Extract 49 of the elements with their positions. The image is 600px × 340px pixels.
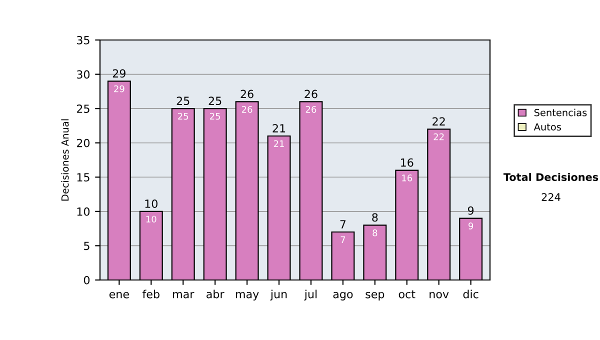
data-label: 25 [178, 112, 188, 120]
legend-label: Autos [534, 123, 561, 131]
total-label: 21 [272, 124, 286, 132]
y-tick-label: 0 [84, 276, 90, 284]
y-tick-label: 15 [77, 173, 90, 182]
y-tick-label: 5 [84, 242, 90, 250]
data-label: 21 [274, 140, 284, 147]
y-axis-title: Decisiones Anual [61, 119, 69, 201]
data-label: 22 [434, 133, 444, 140]
x-tick-label: ene [109, 292, 129, 298]
total-label: 7 [340, 220, 346, 228]
x-tick-label: nov [430, 292, 449, 298]
x-tick-label: may [236, 292, 259, 300]
text: 224 [542, 193, 560, 201]
data-label: 10 [146, 216, 156, 223]
data-label: 8 [372, 229, 378, 236]
y-tick-label: 10 [77, 207, 90, 216]
x-tick-label: feb [142, 290, 160, 298]
x-tick-label: dic [463, 290, 478, 298]
total-label: 25 [208, 96, 222, 106]
legend-label: Sentencias [534, 108, 587, 116]
total-label: 22 [432, 117, 445, 126]
total-label: 26 [240, 90, 254, 98]
data-label: 7 [340, 236, 346, 243]
x-tick-label: oct [398, 290, 416, 298]
x-tick-label: jul [304, 290, 317, 300]
x-tick-label: mar [173, 292, 194, 298]
x-tick-label: sep [366, 292, 384, 300]
total-label: 8 [372, 213, 378, 222]
x-tick-label: ago [333, 292, 353, 300]
total-label: 25 [176, 96, 190, 106]
x-tick-label: abr [206, 290, 224, 298]
data-label: 29 [114, 85, 124, 92]
data-label: 25 [210, 112, 220, 120]
data-label: 26 [306, 106, 316, 113]
data-label: 16 [402, 174, 412, 182]
y-tick-label: 20 [76, 138, 90, 148]
y-tick-label: 35 [76, 36, 90, 44]
text: Total Decisiones [503, 172, 598, 182]
total-label: 10 [145, 200, 158, 208]
total-label: 16 [401, 158, 414, 167]
data-label: 26 [242, 106, 252, 113]
x-tick-label: jun [270, 290, 287, 300]
y-tick-label: 25 [76, 104, 90, 113]
y-tick-label: 30 [76, 70, 90, 79]
total-label: 9 [468, 206, 474, 215]
total-label: 26 [304, 90, 318, 98]
total-label: 29 [112, 69, 126, 78]
data-label: 9 [468, 222, 474, 230]
